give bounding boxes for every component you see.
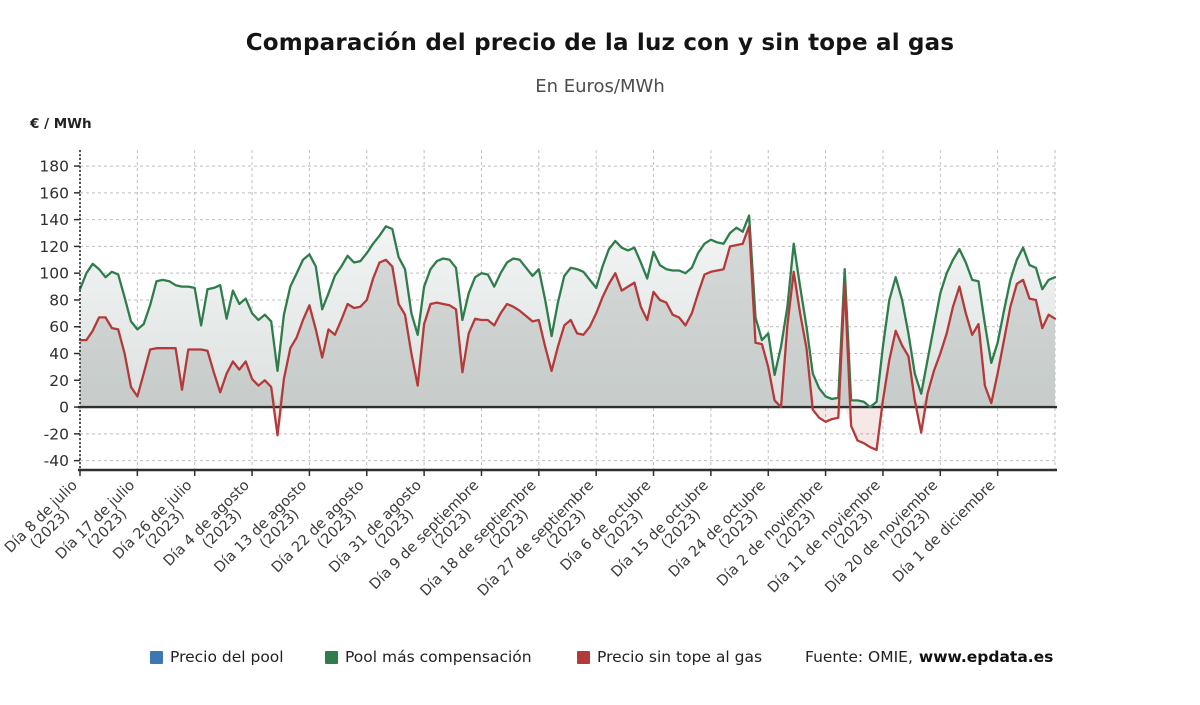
y-axis-unit-label: € / MWh [30, 116, 92, 132]
y-tick-label: 120 [39, 238, 69, 256]
y-tick-label: 0 [59, 399, 69, 417]
legend-item-precio-sin-tope[interactable]: Precio sin tope al gas [577, 648, 762, 666]
y-tick-label: 160 [39, 184, 69, 202]
source-prefix: Fuente: OMIE, [805, 648, 913, 666]
source-attribution: Fuente: OMIE, www.epdata.es [805, 648, 1053, 666]
legend-swatch-green [325, 650, 338, 664]
chart-subtitle: En Euros/MWh [535, 76, 665, 97]
y-tick-label: 180 [39, 158, 69, 176]
legend-label: Precio del pool [170, 648, 284, 666]
legend-swatch-red [577, 650, 590, 664]
legend-item-pool-mas-compensacion[interactable]: Pool más compensación [325, 648, 532, 666]
y-tick-label: 20 [49, 372, 69, 390]
y-tick-label: -40 [44, 452, 69, 470]
legend-label: Pool más compensación [345, 648, 532, 666]
line-pool-mas-compensacion [78, 214, 1057, 409]
y-tick-label: 40 [49, 345, 69, 363]
area-negative-precio-sin-tope [80, 407, 1055, 450]
legend-label: Precio sin tope al gas [597, 648, 763, 666]
y-tick-label: 60 [49, 318, 69, 336]
legend-item-precio-del-pool[interactable]: Precio del pool [150, 648, 284, 666]
chart-legend: Precio del pool Pool más compensación Pr… [0, 646, 1200, 676]
y-tick-label: 140 [39, 211, 69, 229]
legend-swatch-blue [150, 650, 163, 664]
y-tick-label: 80 [49, 291, 69, 309]
page-title: Comparación del precio de la luz con y s… [245, 30, 955, 56]
source-site-link[interactable]: www.epdata.es [918, 648, 1054, 666]
area-pool-mas-compensacion [80, 215, 1055, 408]
x-tick-label: Día 8 de julio(2023) [2, 477, 91, 566]
area-under-precio-sin-tope [80, 226, 1055, 408]
y-tick-label: 100 [39, 265, 69, 283]
line-precio-sin-tope-al-gas [78, 225, 1057, 452]
y-tick-label: -20 [44, 425, 69, 443]
